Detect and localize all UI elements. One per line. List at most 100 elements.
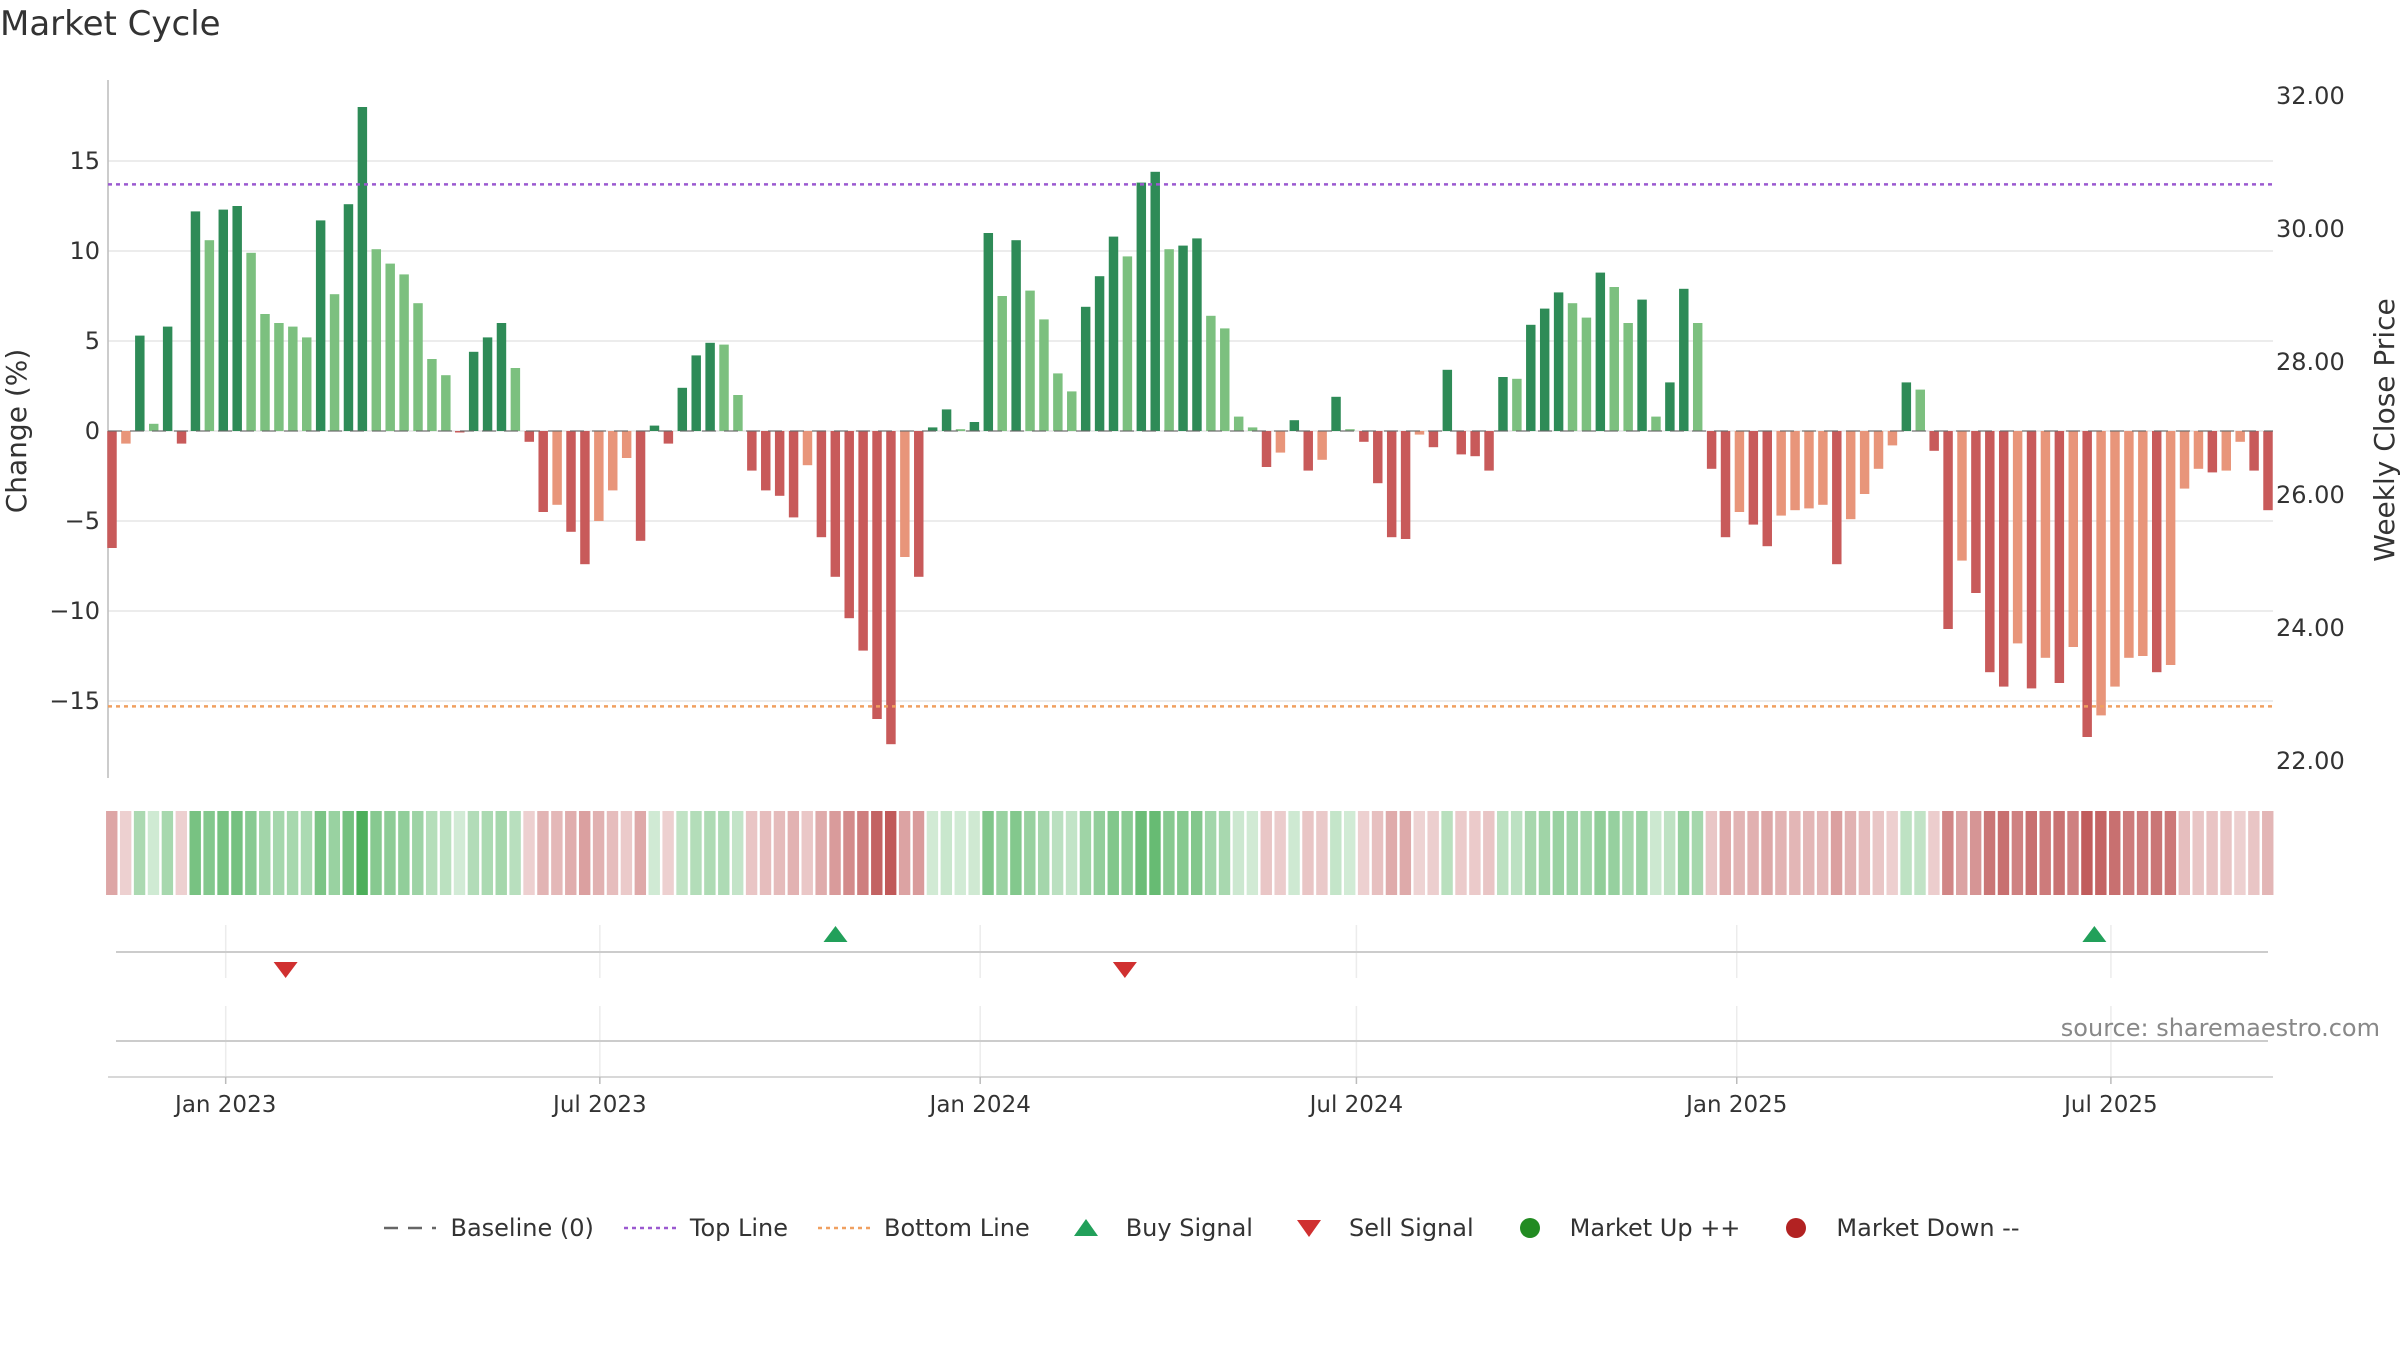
heatmap-cell	[1357, 811, 1370, 895]
bar	[371, 249, 382, 431]
bar	[1484, 431, 1494, 471]
heatmap-cell	[773, 811, 786, 895]
legend-item-market-up[interactable]: Market Up ++	[1500, 1213, 1740, 1243]
bar	[1470, 431, 1480, 457]
heatmap-cell	[634, 811, 647, 895]
x-tick-label: Jul 2024	[1308, 1092, 1404, 1118]
heatmap-cell	[787, 811, 800, 895]
heatmap-cell	[982, 811, 994, 895]
heatmap-cell	[1816, 811, 1829, 895]
heatmap-cell	[300, 811, 313, 895]
heatmap-cell	[759, 811, 772, 895]
heatmap-cell	[551, 811, 563, 895]
heatmap-cell	[2109, 811, 2121, 895]
heatmap-cell	[1552, 811, 1565, 895]
bar	[635, 431, 646, 541]
bar	[1637, 299, 1647, 431]
bar	[1985, 431, 1995, 673]
bar	[413, 303, 423, 431]
bar	[1581, 317, 1592, 431]
y2-tick-label: 26.00	[2276, 481, 2345, 509]
heatmap-cell	[1010, 811, 1022, 895]
bar	[1094, 276, 1105, 431]
bar	[2040, 431, 2051, 658]
bar	[176, 431, 187, 444]
bar	[2110, 431, 2120, 687]
bar	[1289, 420, 1300, 431]
heatmap-cell	[1330, 811, 1342, 895]
bar	[1025, 290, 1035, 431]
bar	[1818, 431, 1828, 505]
bar	[1108, 236, 1119, 431]
legend-item-baseline[interactable]: Baseline (0)	[380, 1213, 594, 1243]
bar	[649, 425, 660, 431]
y-tick-label: −5	[65, 507, 100, 535]
bar	[1804, 431, 1814, 509]
dotted-line-icon	[818, 1226, 871, 1230]
bar	[1915, 389, 1925, 431]
bar	[2138, 431, 2148, 656]
heatmap-cell	[259, 811, 271, 895]
bar	[802, 431, 813, 466]
bar	[427, 359, 437, 431]
bar	[1275, 431, 1286, 453]
legend-item-top-line[interactable]: Top Line	[620, 1213, 788, 1243]
bar	[747, 431, 757, 471]
heatmap-cell	[1385, 811, 1398, 895]
bar	[2054, 431, 2065, 683]
bar	[468, 351, 479, 431]
bar	[1067, 391, 1077, 431]
bar	[288, 326, 298, 431]
bar	[830, 431, 841, 577]
bar	[1679, 288, 1689, 431]
heatmap-cell	[898, 811, 911, 895]
bar	[1567, 303, 1578, 431]
bar	[1553, 292, 1564, 431]
legend-item-bottom-line[interactable]: Bottom Line	[814, 1213, 1030, 1243]
source-credit: source: sharemaestro.com	[2060, 1014, 2380, 1042]
chart-title: Market Cycle	[0, 4, 221, 44]
heatmap-cell	[1733, 811, 1745, 895]
bar	[315, 220, 326, 431]
bar	[1373, 431, 1383, 484]
bar	[1456, 431, 1466, 455]
bar	[1971, 431, 1981, 593]
bar	[1414, 431, 1425, 435]
heatmap-cell	[1065, 811, 1078, 895]
heatmap-cell	[2081, 811, 2093, 895]
bar	[1748, 431, 1759, 525]
bar	[135, 335, 145, 431]
bar	[2096, 431, 2106, 716]
y-tick-label: 10	[69, 237, 100, 265]
heatmap-cell	[1497, 811, 1509, 895]
heatmap-cell	[1260, 811, 1272, 895]
heatmap-cell	[1163, 811, 1175, 895]
y2-tick-label: 32.00	[2276, 82, 2345, 110]
heatmap-cell	[1928, 811, 1940, 895]
heatmap-cell	[1371, 811, 1384, 895]
bar	[343, 204, 354, 431]
heatmap-cell	[1594, 811, 1606, 895]
y-tick-label: 0	[85, 417, 100, 445]
heatmap-cell	[745, 811, 758, 895]
legend-item-buy[interactable]: Buy Signal	[1056, 1213, 1253, 1243]
heatmap-cell	[495, 811, 507, 895]
heatmap-cell	[1677, 811, 1690, 895]
heatmap-cell	[1886, 811, 1898, 895]
heatmap-cell	[1900, 811, 1912, 895]
bar	[1317, 431, 1327, 460]
heatmap-cell	[718, 811, 730, 895]
legend-item-market-down[interactable]: Market Down --	[1766, 1213, 2020, 1243]
legend-item-sell[interactable]: Sell Signal	[1279, 1213, 1474, 1243]
heatmap-cell	[1663, 811, 1676, 895]
heatmap-cell	[1580, 811, 1592, 895]
heatmap-cell	[2011, 811, 2024, 895]
bar	[1762, 431, 1772, 547]
heatmap-cell	[1135, 811, 1147, 895]
bar	[1498, 377, 1508, 431]
bar	[1080, 306, 1091, 431]
legend: Baseline (0) Top Line Bottom Line Buy Signa…	[0, 1208, 2400, 1248]
bar	[1206, 315, 1216, 431]
heatmap-cell	[1246, 811, 1259, 895]
heatmap-cell	[815, 811, 827, 895]
